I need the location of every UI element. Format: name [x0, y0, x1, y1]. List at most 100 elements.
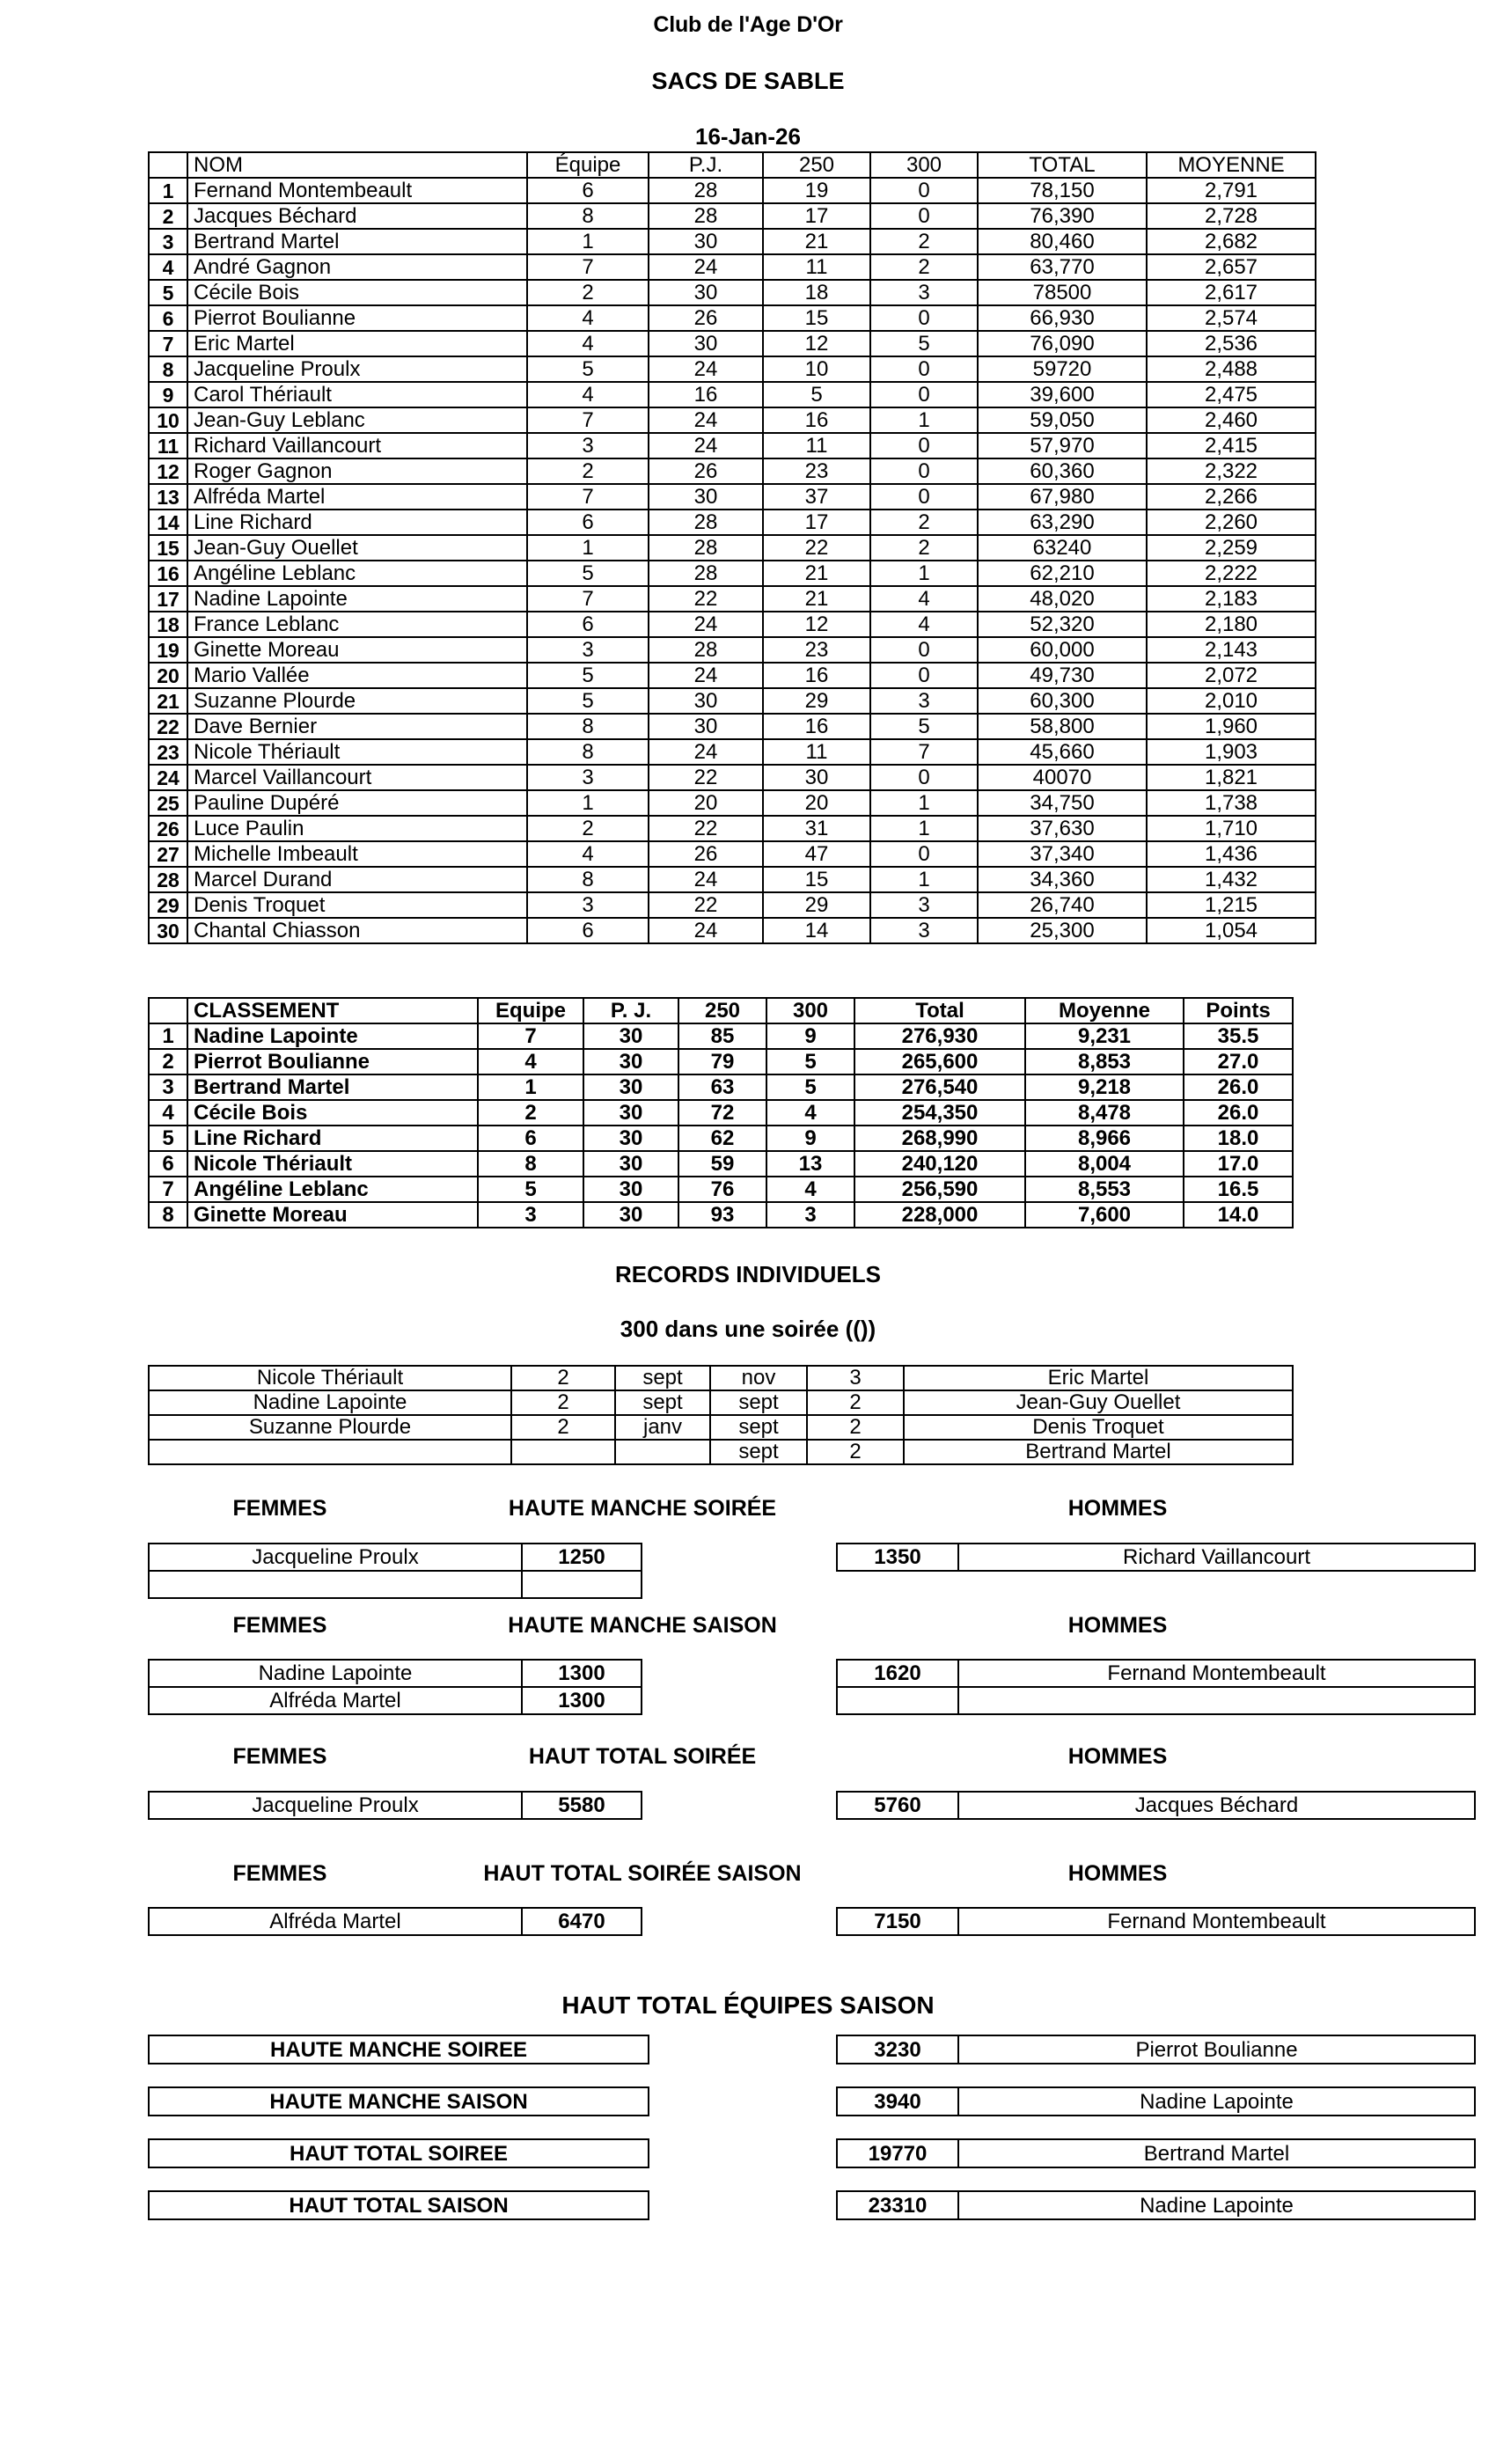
cell-rank: 8 — [148, 356, 188, 383]
event-title: SACS DE SABLE — [651, 68, 845, 94]
cell-award-name — [957, 1686, 1476, 1715]
table-row: 7150 Fernand Montembeault — [836, 1907, 1476, 1936]
cell-300: 5 — [766, 1048, 855, 1075]
cell-rank: 8 — [148, 1201, 188, 1228]
cell-points: 27.0 — [1183, 1048, 1294, 1075]
cell-nom: Ginette Moreau — [187, 636, 528, 664]
cell-total: 34,750 — [977, 789, 1148, 817]
cell-record-count-right: 2 — [806, 1414, 905, 1441]
cell-total: 254,350 — [854, 1099, 1026, 1126]
cell-moyenne: 1,903 — [1146, 738, 1316, 766]
cell-nom: André Gagnon — [187, 253, 528, 281]
table-row: 24 Marcel Vaillancourt 3 22 30 0 40070 1,821 — [148, 764, 1316, 791]
cell-moyenne: 1,215 — [1146, 891, 1316, 919]
cell-rank: 20 — [148, 662, 188, 689]
label-category-haut-total-soiree-saison: HAUT TOTAL SOIRÉE SAISON — [483, 1861, 802, 1886]
cell-250: 23 — [762, 636, 871, 664]
award-table-hommes-haut-total-soiree-saison: 7150 Fernand Montembeault — [836, 1907, 1476, 1936]
cell-rank: 5 — [148, 279, 188, 306]
cell-total: 40070 — [977, 764, 1148, 791]
cell-rank: 18 — [148, 611, 188, 638]
cell-moyenne: 8,966 — [1024, 1125, 1184, 1152]
cell-nom: Bertrand Martel — [187, 1074, 479, 1101]
cell-300: 2 — [869, 534, 979, 561]
cell-total: 49,730 — [977, 662, 1148, 689]
cell-team-value: 3230 — [836, 2035, 959, 2064]
table-row: 17 Nadine Lapointe 7 22 21 4 48,020 2,183 — [148, 585, 1316, 612]
cell-rank: 2 — [148, 202, 188, 230]
table-row: 19 Ginette Moreau 3 28 23 0 60,000 2,143 — [148, 636, 1316, 664]
cell-record-name-right: Denis Troquet — [903, 1414, 1294, 1441]
cell-300: 0 — [869, 304, 979, 332]
cell-equipe: 4 — [526, 304, 649, 332]
cell-nom: Nadine Lapointe — [187, 1023, 479, 1050]
col-header-total: Total — [854, 997, 1026, 1024]
cell-300: 3 — [869, 279, 979, 306]
cell-pj: 20 — [648, 789, 764, 817]
cell-rank: 30 — [148, 917, 188, 944]
cell-pj: 28 — [648, 177, 764, 204]
cell-team-value: 3940 — [836, 2086, 959, 2116]
cell-moyenne: 2,260 — [1146, 509, 1316, 536]
cell-pj: 28 — [648, 534, 764, 561]
cell-team-label: HAUT TOTAL SAISON — [148, 2190, 649, 2220]
cell-300: 1 — [869, 407, 979, 434]
records-subtitle: 300 dans une soirée (()) — [620, 1316, 876, 1342]
cell-equipe: 2 — [526, 458, 649, 485]
cell-nom: Suzanne Plourde — [187, 687, 528, 715]
cell-250: 59 — [678, 1150, 767, 1177]
cell-total: 58,800 — [977, 713, 1148, 740]
cell-record-month-left: sept — [614, 1365, 711, 1391]
cell-team-label: HAUTE MANCHE SOIREE — [148, 2035, 649, 2064]
cell-pj: 30 — [583, 1176, 679, 1203]
cell-record-month-right: sept — [709, 1390, 808, 1416]
cell-equipe: 8 — [526, 713, 649, 740]
cell-250: 10 — [762, 356, 871, 383]
cell-pj: 26 — [648, 304, 764, 332]
cell-300: 0 — [869, 356, 979, 383]
cell-record-name-left: Nadine Lapointe — [148, 1390, 512, 1416]
cell-moyenne: 2,143 — [1146, 636, 1316, 664]
cell-equipe: 7 — [526, 585, 649, 612]
cell-equipe: 5 — [526, 687, 649, 715]
cell-pj: 24 — [648, 662, 764, 689]
cell-300: 3 — [869, 891, 979, 919]
cell-nom: Pierrot Boulianne — [187, 304, 528, 332]
cell-award-name: Jacqueline Proulx — [148, 1791, 523, 1820]
cell-moyenne: 1,054 — [1146, 917, 1316, 944]
cell-record-name-right: Bertrand Martel — [903, 1439, 1294, 1465]
cell-pj: 22 — [648, 585, 764, 612]
cell-nom: Chantal Chiasson — [187, 917, 528, 944]
cell-team-value: 23310 — [836, 2190, 959, 2220]
table-row: 29 Denis Troquet 3 22 29 3 26,740 1,215 — [148, 891, 1316, 919]
cell-points: 18.0 — [1183, 1125, 1294, 1152]
col-header-nom: NOM — [187, 151, 528, 179]
records-body: Nicole Thériault 2 sept nov 3 Eric Martel Nadi… — [148, 1365, 1294, 1465]
table-row: 27 Michelle Imbeault 4 26 47 0 37,340 1,436 — [148, 840, 1316, 868]
cell-250: 18 — [762, 279, 871, 306]
cell-300: 9 — [766, 1125, 855, 1152]
award-table-hommes-haute-manche-saison: 1620 Fernand Montembeault — [836, 1659, 1476, 1715]
cell-total: 59,050 — [977, 407, 1148, 434]
table-row: 12 Roger Gagnon 2 26 23 0 60,360 2,322 — [148, 458, 1316, 485]
cell-rank: 4 — [148, 1099, 188, 1126]
cell-record-name-left: Suzanne Plourde — [148, 1414, 512, 1441]
cell-equipe: 1 — [526, 228, 649, 255]
cell-award-value: 5760 — [836, 1791, 959, 1820]
cell-300: 1 — [869, 560, 979, 587]
cell-250: 17 — [762, 202, 871, 230]
table-row: 22 Dave Bernier 8 30 16 5 58,800 1,960 — [148, 713, 1316, 740]
cell-300: 4 — [869, 611, 979, 638]
cell-award-value — [836, 1686, 959, 1715]
cell-nom: Jacqueline Proulx — [187, 356, 528, 383]
cell-equipe: 3 — [477, 1201, 584, 1228]
teams-title: HAUT TOTAL ÉQUIPES SAISON — [561, 1991, 935, 2019]
cell-pj: 22 — [648, 764, 764, 791]
cell-nom: Pauline Dupéré — [187, 789, 528, 817]
award-table-femmes-haute-manche-saison: Nadine Lapointe 1300 Alfréda Martel 1300 — [148, 1659, 642, 1715]
cell-total: 228,000 — [854, 1201, 1026, 1228]
cell-250: 72 — [678, 1099, 767, 1126]
cell-total: 78500 — [977, 279, 1148, 306]
